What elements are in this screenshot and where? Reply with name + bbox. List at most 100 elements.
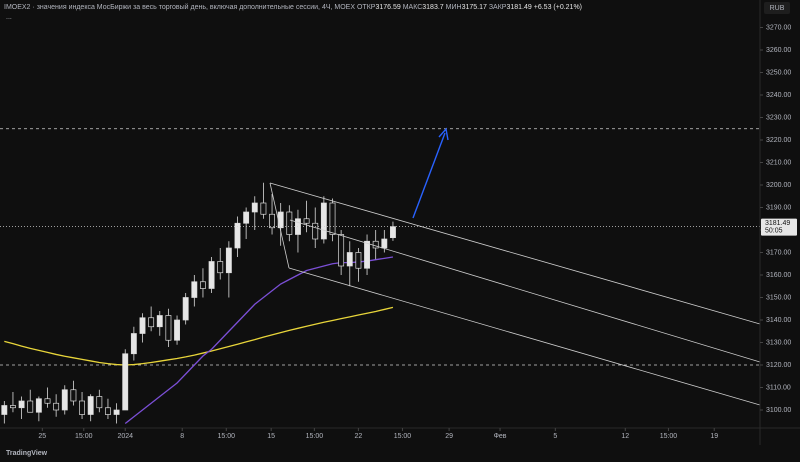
candle-body	[148, 317, 155, 328]
y-tick-label: 3240.00	[766, 92, 791, 99]
y-tick-label: 3210.00	[766, 159, 791, 166]
candle-body	[53, 402, 60, 411]
x-tick-label: 15:00	[306, 433, 324, 440]
low-label: МИН	[446, 4, 462, 11]
high-value: 3183.7	[422, 4, 444, 11]
x-tick-label: 2024	[117, 433, 133, 440]
candle-body	[35, 398, 42, 413]
candle-body	[260, 202, 267, 215]
x-tick-label: 15:00	[75, 433, 93, 440]
candle-body	[182, 297, 189, 321]
x-tick-label: 5	[553, 433, 557, 440]
candle-body	[277, 211, 284, 229]
candle-body	[312, 222, 319, 240]
x-tick-label: 15:00	[218, 433, 236, 440]
candle-body	[329, 202, 336, 235]
x-tick-label: 15:00	[394, 433, 412, 440]
y-tick-label: 3220.00	[766, 137, 791, 144]
change: +6.53 (+0.21%)	[534, 4, 582, 11]
x-tick-label: Фев	[494, 433, 507, 440]
candle-body	[18, 400, 25, 409]
logo[interactable]: TradingView	[6, 450, 48, 457]
candle-body	[27, 400, 34, 413]
candle-body	[286, 211, 293, 235]
channel-edge	[269, 182, 290, 269]
candle-body	[338, 234, 345, 267]
x-tick-label: 8	[180, 433, 184, 440]
channel-bottom	[288, 267, 760, 406]
x-tick-label: 19	[710, 433, 718, 440]
candle-body	[243, 211, 250, 224]
x-tick-label: 22	[355, 433, 363, 440]
y-tick-label: 3170.00	[766, 249, 791, 256]
candle-body	[10, 405, 16, 409]
candle-body	[320, 202, 327, 240]
y-tick-label: 3120.00	[766, 362, 791, 369]
symbol: IMOEX2	[4, 4, 31, 11]
candle-body	[191, 281, 198, 298]
candle-body	[174, 319, 180, 341]
x-tick-label: 15:00	[660, 433, 678, 440]
ma-slow	[4, 306, 394, 366]
candle-body	[251, 202, 258, 213]
candle-body	[130, 333, 137, 355]
candle-body	[390, 226, 396, 239]
plot-area	[0, 127, 760, 425]
price-badge	[761, 218, 797, 236]
x-tick-label: 15	[267, 433, 275, 440]
candle-body	[105, 407, 111, 415]
y-tick-label: 3140.00	[766, 317, 791, 324]
separator: ·	[32, 4, 34, 11]
y-tick-label: 3190.00	[766, 204, 791, 211]
close-label: ЗАКР	[489, 4, 507, 11]
y-tick-label: 3130.00	[766, 339, 791, 346]
candle-body	[269, 213, 275, 229]
forecast-arrow	[412, 132, 446, 219]
x-tick-label: 25	[38, 433, 46, 440]
currency[interactable]: RUB	[770, 5, 785, 12]
y-tick-label: 3110.00	[766, 384, 791, 391]
y-tick-label: 3200.00	[766, 182, 791, 189]
channel-top	[269, 182, 760, 325]
currency-box[interactable]	[764, 2, 790, 14]
arrow-head	[438, 127, 449, 141]
countdown: 50:05	[765, 227, 783, 234]
open-label: ОТКР	[357, 4, 376, 11]
open-value: 3176.59	[375, 4, 400, 11]
candle-body	[44, 398, 51, 404]
channel-mid	[289, 219, 760, 363]
candle-body	[303, 218, 310, 224]
last-price: 3181.49	[765, 220, 790, 227]
candle-body	[122, 353, 129, 411]
candle-body	[225, 247, 232, 274]
candle-body	[346, 252, 353, 267]
description: значения индекса МосБиржи за весь торгов…	[37, 3, 356, 11]
candle-body	[208, 261, 215, 289]
candle-body	[139, 317, 146, 334]
y-tick-label: 3250.00	[766, 69, 791, 76]
series-layer	[0, 128, 760, 425]
candle-body	[156, 315, 163, 328]
y-tick-label: 3150.00	[766, 294, 791, 301]
candle-body	[381, 238, 388, 249]
y-tick-label: 3230.00	[766, 114, 791, 121]
more[interactable]: ...	[6, 14, 12, 21]
chart-header: IMOEX2 · значения индекса МосБиржи за ве…	[4, 3, 582, 11]
candle-body	[200, 281, 206, 289]
candle-body	[61, 389, 68, 411]
candle-body	[96, 396, 103, 409]
candle-body	[234, 222, 241, 249]
high-label: МАКС	[403, 4, 423, 11]
y-tick-label: 3260.00	[766, 47, 791, 54]
candle-body	[217, 261, 224, 274]
close-value: 3181.49	[506, 4, 531, 11]
candle-body	[1, 405, 8, 415]
candle-body	[70, 389, 77, 402]
candle-body	[364, 240, 370, 269]
candle-body	[355, 252, 362, 269]
x-tick-label: 29	[445, 433, 453, 440]
candle-body	[165, 315, 172, 341]
candle-body	[113, 409, 120, 415]
y-tick-label: 3100.00	[766, 407, 791, 414]
